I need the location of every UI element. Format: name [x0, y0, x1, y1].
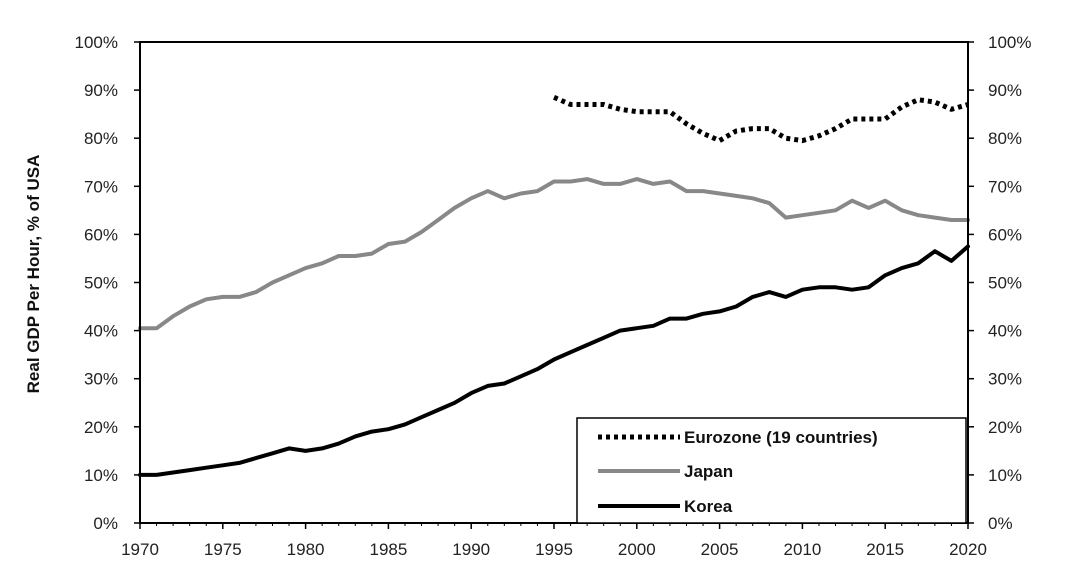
y-tick-label-left: 70%	[84, 177, 118, 196]
y-tick-label-left: 20%	[84, 418, 118, 437]
y-tick-label-right: 90%	[988, 81, 1022, 100]
y-tick-label-left: 0%	[93, 514, 118, 533]
y-tick-label-left: 80%	[84, 129, 118, 148]
x-tick-label: 1970	[121, 540, 159, 559]
y-tick-label-left: 30%	[84, 370, 118, 389]
y-tick-label-right: 40%	[988, 322, 1022, 341]
y-tick-label-left: 90%	[84, 81, 118, 100]
y-tick-label-left: 50%	[84, 274, 118, 293]
plot-area-series	[138, 95, 970, 477]
x-tick-labels: 1970 1975 1980 1985 1990 1995 2000 2005 2010 2015…	[121, 540, 987, 559]
series-line-japan	[138, 177, 970, 331]
x-tick-label: 2005	[701, 540, 739, 559]
legend: Eurozone (19 countries) Japan Korea	[576, 417, 967, 524]
left-y-tick-labels: 0% 10% 20% 30% 40% 50% 60% 70% 80% 90% 100%	[75, 33, 118, 533]
y-tick-label-right: 0%	[988, 514, 1013, 533]
series-line-korea	[138, 244, 970, 477]
x-tick-label: 1995	[535, 540, 573, 559]
y-tick-label-right: 80%	[988, 129, 1022, 148]
y-tick-label-left: 60%	[84, 225, 118, 244]
y-tick-label-right: 10%	[988, 466, 1022, 485]
legend-label-japan: Japan	[684, 462, 733, 481]
legend-label-korea: Korea	[684, 497, 733, 516]
right-y-tick-labels: 0% 10% 20% 30% 40% 50% 60% 70% 80% 90% 100%	[988, 33, 1031, 533]
y-tick-label-left: 100%	[75, 33, 118, 52]
y-tick-label-left: 10%	[84, 466, 118, 485]
y-tick-label-right: 30%	[988, 370, 1022, 389]
x-tick-label: 1985	[369, 540, 407, 559]
x-tick-label: 2000	[618, 540, 656, 559]
y-tick-label-right: 100%	[988, 33, 1031, 52]
y-tick-label-right: 60%	[988, 225, 1022, 244]
x-tick-label: 1975	[204, 540, 242, 559]
x-tick-label: 2020	[949, 540, 987, 559]
y-tick-label-right: 20%	[988, 418, 1022, 437]
x-tick-label: 1990	[452, 540, 490, 559]
y-tick-label-right: 50%	[988, 274, 1022, 293]
series-line-eurozone	[553, 95, 969, 144]
x-tick-label: 1980	[287, 540, 325, 559]
legend-label-eurozone: Eurozone (19 countries)	[684, 428, 878, 447]
plot-frame	[139, 41, 969, 524]
x-tick-label: 2010	[783, 540, 821, 559]
y-tick-label-right: 70%	[988, 177, 1022, 196]
x-tick-label: 2015	[866, 540, 904, 559]
y-tick-label-left: 40%	[84, 322, 118, 341]
y-axis-label: Real GDP Per Hour, % of USA	[24, 155, 43, 394]
